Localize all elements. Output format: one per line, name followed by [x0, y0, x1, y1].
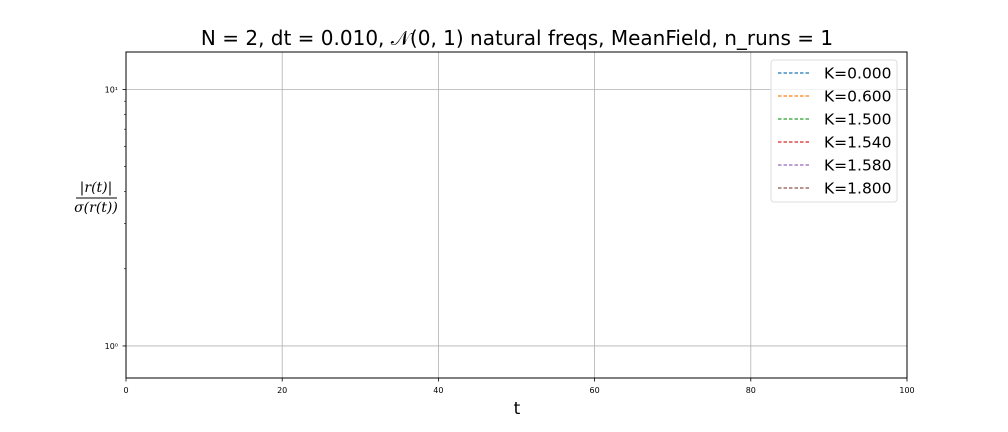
y-axis-label-denominator: σ(r(t))	[74, 200, 118, 216]
legend: K=0.000 K=0.600 K=1.500 K=1.540 K=1.580 K=1.8…	[770, 59, 898, 203]
x-axis-label: t	[514, 399, 521, 419]
x-tick-label: 80	[746, 386, 756, 395]
chart-title: N = 2, dt = 0.010, 𝒩(0, 1) natural freqs…	[201, 26, 833, 50]
x-tick-label: 100	[899, 386, 914, 395]
legend-entry-label: K=1.500	[824, 111, 892, 129]
x-tick-label: 40	[433, 386, 443, 395]
x-tick-label: 60	[590, 386, 600, 395]
x-tick-label: 20	[277, 386, 287, 395]
y-axis-label-numerator: |r(t)|	[80, 180, 113, 196]
legend-entry-label: K=0.600	[824, 88, 892, 106]
plot-frame	[125, 51, 908, 379]
legend-entry-label: K=1.540	[824, 134, 892, 152]
y-axis-label: |r(t)| σ(r(t))	[74, 180, 118, 216]
y-tick-label: 10⁰	[105, 342, 118, 351]
y-axis: 10⁰ 10¹	[105, 85, 126, 351]
legend-entry-label: K=0.000	[824, 65, 892, 83]
x-axis: 0 20 40 60 80 100	[123, 378, 915, 395]
legend-entry-label: K=1.580	[824, 157, 892, 175]
legend-entry-label: K=1.800	[824, 180, 892, 198]
y-tick-label: 10¹	[105, 85, 118, 94]
x-tick-label: 0	[123, 386, 128, 395]
